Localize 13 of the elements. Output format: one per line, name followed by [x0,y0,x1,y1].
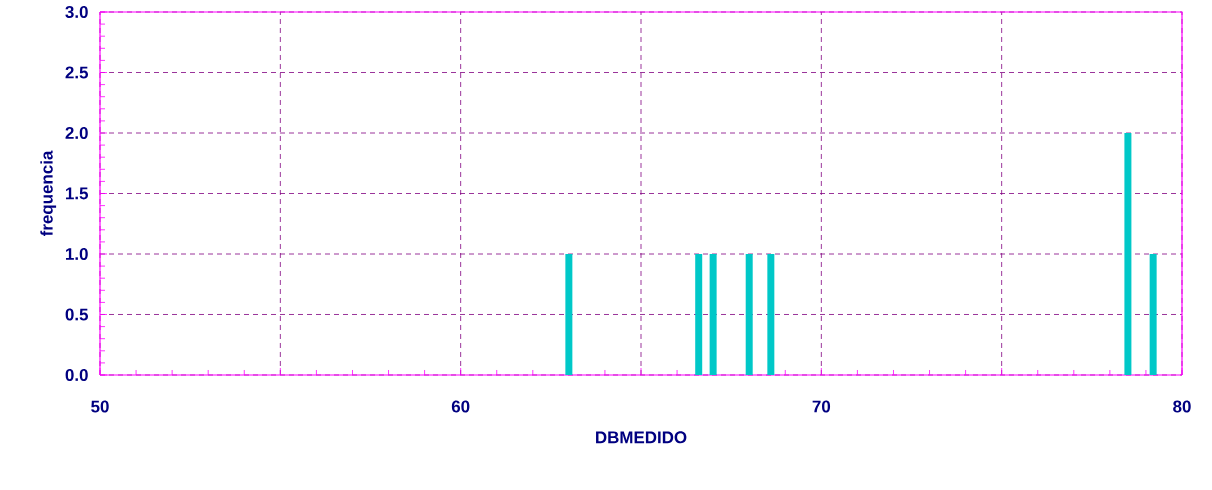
y-tick-label: 1.0 [66,248,88,260]
x-tick-label: 80 [1173,400,1191,413]
y-tick-label: 2.0 [65,127,88,139]
y-tick-label: 0.0 [65,369,88,381]
x-tick-label: 70 [812,400,831,413]
x-axis-title: DBMEDIDO [596,431,687,444]
y-tick-label: 2.5 [65,66,89,79]
y-axis-title: frequencia [40,150,57,237]
y-tick-label: 0.5 [65,308,89,321]
y-tick-label: 3.0 [65,5,88,18]
x-tick-label: 50 [91,400,109,413]
x-tick-label: 60 [451,400,470,413]
y-tick-label: 1.5 [66,187,89,200]
